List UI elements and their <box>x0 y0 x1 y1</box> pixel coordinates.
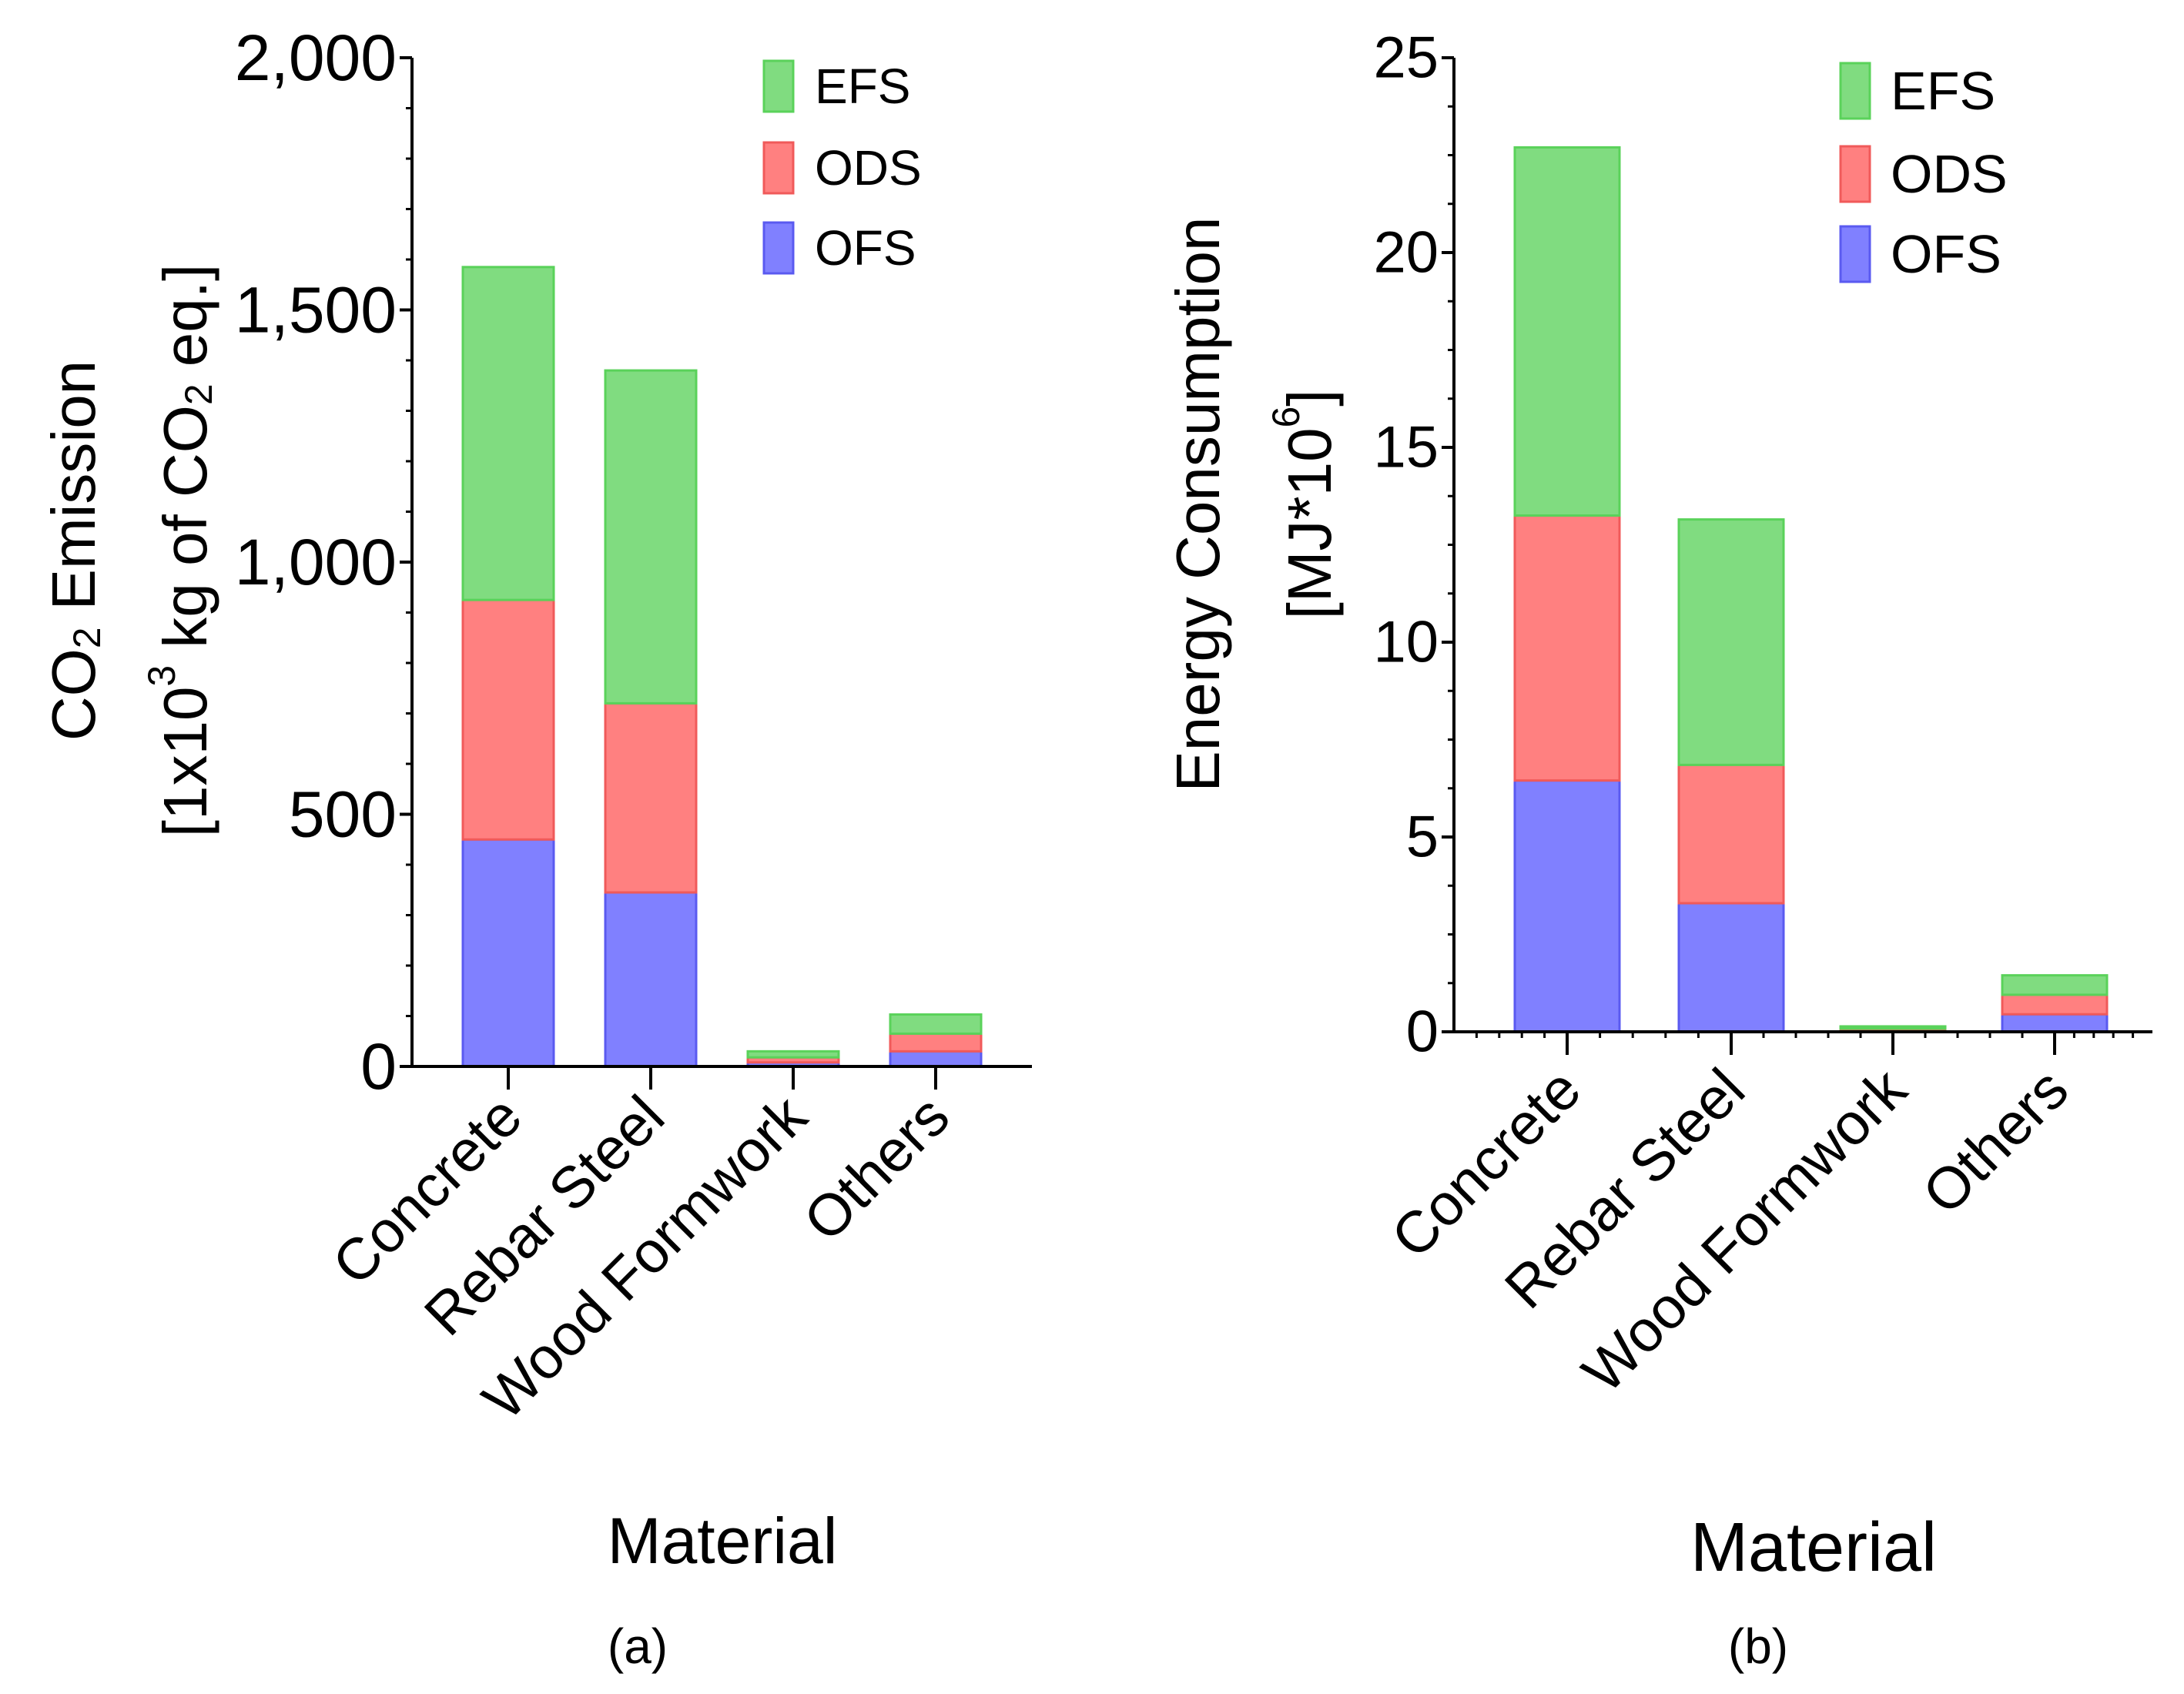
y-axis-title-sub2: 2 <box>177 383 220 405</box>
y-tick-label: 2,000 <box>235 22 397 94</box>
y-axis-title-part3: eq.] <box>151 264 219 384</box>
y-tick-label: 1,500 <box>235 274 397 346</box>
y-axis-title-main: Energy Consumption <box>1164 216 1232 792</box>
legend-swatch-ofs <box>1839 225 1871 283</box>
x-tick-label-others: Others <box>1911 1056 2081 1227</box>
y-axis-title-part2: kg of CO <box>151 405 219 665</box>
y-tick-label: 500 <box>289 778 397 851</box>
legend-label-efs: EFS <box>815 59 910 114</box>
bar-ods-concrete <box>1513 514 1621 782</box>
y-tick-label: 10 <box>1373 610 1439 675</box>
bar-ofs-others <box>2001 1013 2109 1033</box>
legend-label-efs: EFS <box>1891 61 1995 121</box>
y-axis-title-sub: 2 <box>65 628 109 649</box>
panel-label: (b) <box>1728 1619 1788 1674</box>
bar-efs-concrete <box>1513 146 1621 517</box>
panel-label: (a) <box>608 1619 668 1674</box>
x-tick-label-others: Others <box>792 1083 962 1254</box>
bar-ofs-concrete <box>1513 779 1621 1033</box>
y-tick-label: 20 <box>1373 220 1439 286</box>
y-tick-label: 0 <box>360 1030 397 1103</box>
y-tick-label: 15 <box>1373 415 1439 480</box>
bar-efs-rebar-steel <box>1677 518 1785 766</box>
y-axis-title-sup: 3 <box>140 665 183 687</box>
y-axis-title-main: CO <box>39 648 108 741</box>
y-axis-title-part2: ] <box>1275 390 1344 407</box>
bar-efs-rebar-steel <box>604 369 698 705</box>
legend-label-ofs: OFS <box>1891 224 2001 284</box>
legend-swatch-ods <box>1839 145 1871 203</box>
y-axis-title-line1: Energy Consumption <box>1164 216 1232 792</box>
y-axis-title-sup: 6 <box>1265 407 1308 428</box>
y-axis-title-line2: [1x103 kg of CO2 eq.] <box>140 264 220 837</box>
y-tick-label: 1,000 <box>235 526 397 598</box>
y-axis-title-line1: CO2 Emission <box>39 360 109 741</box>
legend-label-ofs: OFS <box>815 220 916 276</box>
y-axis-title-line2: [MJ*106] <box>1265 390 1344 620</box>
y-tick-label: 5 <box>1406 805 1439 870</box>
y-axis-title-part1: [MJ*10 <box>1275 427 1344 619</box>
bar-efs-wood-formwork <box>746 1050 840 1059</box>
bar-ofs-rebar-steel <box>604 891 698 1068</box>
x-axis-title: Material <box>1690 1509 1937 1586</box>
x-axis-title: Material <box>608 1505 838 1577</box>
bar-ods-rebar-steel <box>604 701 698 894</box>
y-axis-title-tail: Emission <box>39 360 108 628</box>
bar-efs-concrete <box>461 266 555 601</box>
bar-efs-wood-formwork <box>1839 1025 1947 1030</box>
bar-efs-others <box>889 1013 983 1035</box>
legend-swatch-efs <box>1839 62 1871 120</box>
legend-label-ods: ODS <box>815 140 922 196</box>
bar-ods-others <box>889 1032 983 1053</box>
y-axis-title-part1: [1x10 <box>151 687 219 838</box>
legend-swatch-ods <box>762 141 795 195</box>
legend-swatch-efs <box>762 59 795 113</box>
y-tick-label: 0 <box>1406 999 1439 1065</box>
legend-swatch-ofs <box>762 221 795 275</box>
y-tick-label: 25 <box>1373 25 1439 91</box>
bar-ods-rebar-steel <box>1677 763 1785 905</box>
bar-ods-others <box>2001 993 2109 1016</box>
legend-label-ods: ODS <box>1891 144 2008 204</box>
bar-efs-others <box>2001 974 2109 996</box>
bar-ods-concrete <box>461 598 555 841</box>
bar-ofs-rebar-steel <box>1677 902 1785 1033</box>
bar-ofs-others <box>889 1050 983 1068</box>
bar-ofs-concrete <box>461 838 555 1068</box>
